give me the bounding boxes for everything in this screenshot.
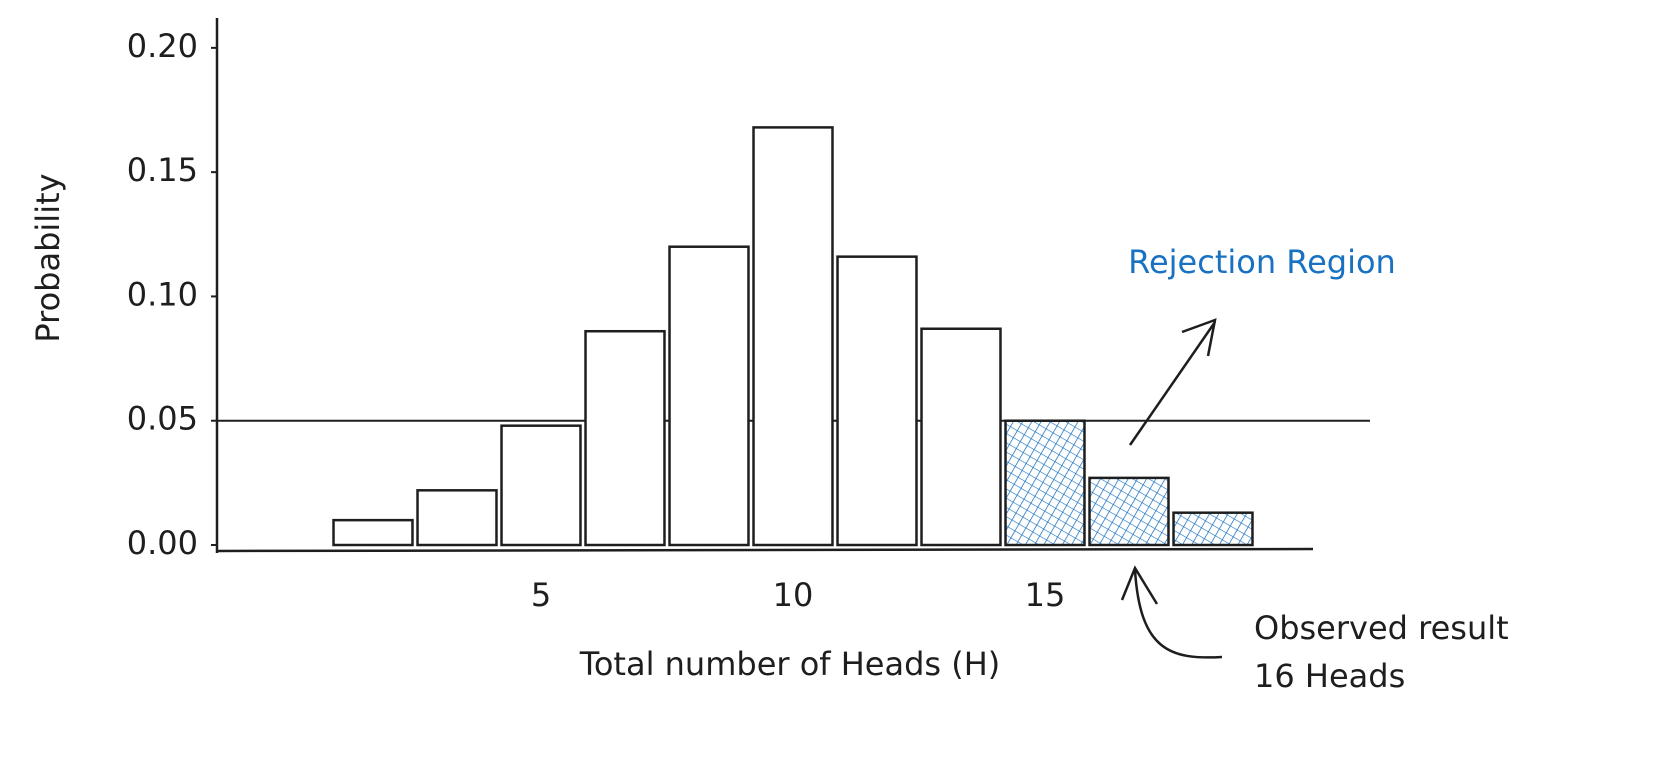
x-tick-label: 15 <box>1025 576 1066 614</box>
y-tick-label: 0.15 <box>127 151 198 189</box>
bar <box>920 327 1002 547</box>
y-tick-label: 0.20 <box>127 27 198 65</box>
y-tick-label: 0.10 <box>127 275 198 313</box>
bar <box>1088 476 1170 547</box>
bar <box>668 245 750 547</box>
x-tick-label: 10 <box>773 576 814 614</box>
x-axis <box>216 547 1314 553</box>
arrow <box>1120 565 1223 659</box>
bar <box>752 126 834 547</box>
bar <box>1172 511 1254 547</box>
annotation: Observed result <box>1254 609 1509 647</box>
bar <box>1004 419 1086 547</box>
x-axis-label: Total number of Heads (H) <box>579 645 1001 683</box>
y-axis-label: Probability <box>29 173 67 342</box>
bar <box>416 489 498 547</box>
bar <box>332 518 414 547</box>
arrow <box>1128 318 1217 446</box>
annotation: 16 Heads <box>1254 657 1405 695</box>
bar <box>584 329 666 547</box>
bar <box>500 424 582 547</box>
y-tick-label: 0.00 <box>127 524 198 562</box>
x-tick-label: 5 <box>531 576 551 614</box>
y-tick-label: 0.05 <box>127 400 198 438</box>
annotation: Rejection Region <box>1128 243 1396 281</box>
bar <box>836 255 918 547</box>
